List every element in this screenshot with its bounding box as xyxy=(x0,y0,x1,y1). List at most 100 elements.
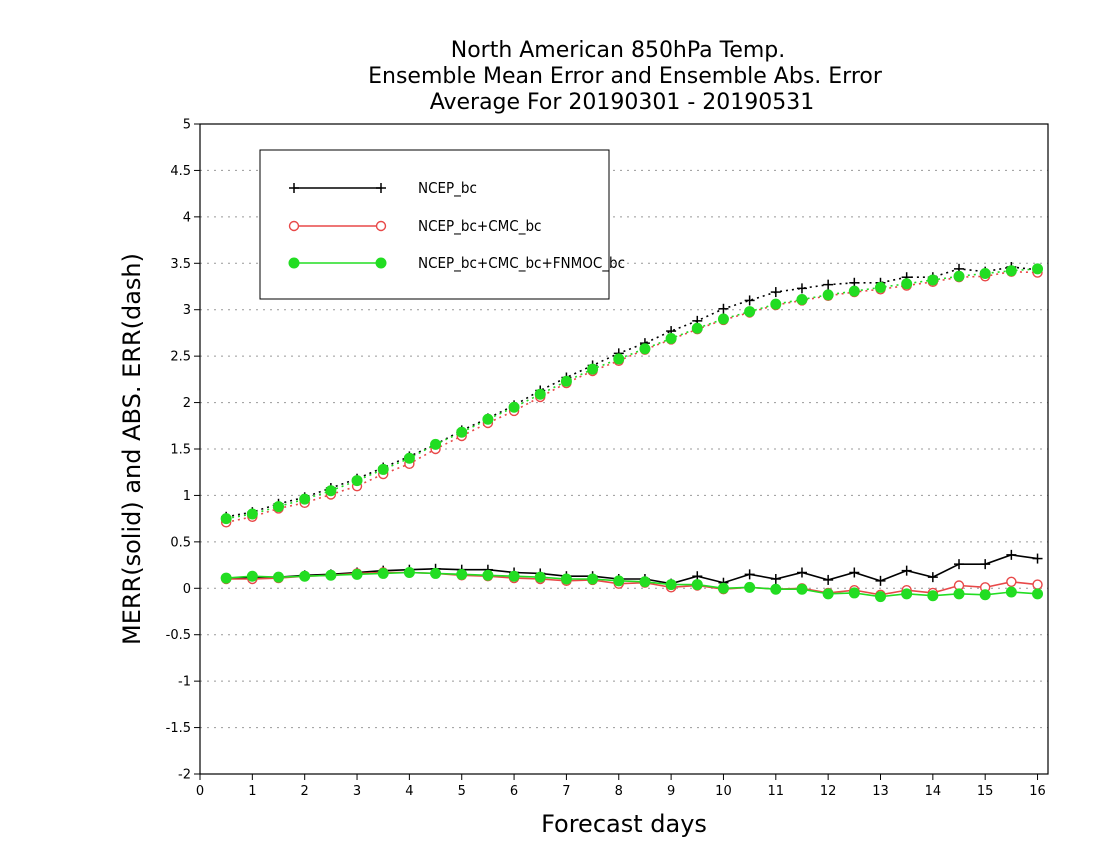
merr-point xyxy=(639,576,651,588)
x-tick-label: 13 xyxy=(872,784,889,799)
x-tick-label: 6 xyxy=(510,784,518,799)
abs-err-point xyxy=(1005,265,1017,277)
x-tick-label: 11 xyxy=(768,784,785,799)
series-ncep-bc xyxy=(221,262,1043,589)
abs-err-point xyxy=(744,306,756,318)
y-tick-label: 1 xyxy=(183,489,191,504)
y-tick-label: 2.5 xyxy=(170,350,191,365)
merr-point xyxy=(246,570,258,582)
legend-label: NCEP_bc xyxy=(418,179,477,198)
merr-point xyxy=(901,565,912,576)
legend-marker xyxy=(375,220,387,232)
merr-line xyxy=(226,571,1038,596)
merr-point xyxy=(849,567,860,578)
abs-err-point xyxy=(823,279,834,290)
chart-title-line-2: Ensemble Mean Error and Ensemble Abs. Er… xyxy=(368,64,883,89)
chart-title-line-3: Average For 20190301 - 20190531 xyxy=(430,90,815,115)
merr-point xyxy=(744,569,755,580)
merr-point xyxy=(927,590,939,602)
merr-point xyxy=(325,569,337,581)
axis-ticks: -2-1.5-1-0.500.511.522.533.544.550 1 2 3 4 5 6… xyxy=(166,118,1046,800)
legend-marker xyxy=(288,220,300,232)
merr-point xyxy=(560,573,572,585)
abs-err-point xyxy=(482,413,494,425)
merr-point xyxy=(1006,549,1017,560)
merr-point xyxy=(273,571,285,583)
abs-err-point xyxy=(848,285,860,297)
y-tick-label: 2 xyxy=(183,396,191,411)
merr-point xyxy=(220,572,232,584)
merr-point xyxy=(823,574,834,585)
plot-area xyxy=(220,262,1044,603)
merr-point xyxy=(770,583,782,595)
abs-err-point xyxy=(534,388,546,400)
merr-point xyxy=(299,570,311,582)
x-axis-label: Forecast days xyxy=(541,810,707,838)
x-tick-label: 12 xyxy=(820,784,837,799)
abs-err-point xyxy=(979,268,991,279)
legend-marker xyxy=(289,183,299,193)
merr-point xyxy=(822,588,834,600)
x-tick-label: 3 xyxy=(353,784,361,799)
x-tick-label: 15 xyxy=(977,784,994,799)
abs-err-point xyxy=(246,508,258,520)
x-tick-label: 7 xyxy=(562,784,570,799)
abs-err-point xyxy=(822,289,834,301)
merr-point xyxy=(403,567,415,578)
y-tick-label: -1 xyxy=(178,675,191,690)
merr-point xyxy=(744,581,756,593)
abs-err-point xyxy=(560,375,572,387)
abs-err-point xyxy=(299,493,311,505)
merr-point xyxy=(1032,579,1043,590)
abs-err-point xyxy=(665,333,677,344)
x-tick-label: 5 xyxy=(458,784,466,799)
merr-point xyxy=(717,582,729,594)
abs-err-point xyxy=(770,287,781,298)
merr-point xyxy=(613,575,625,587)
merr-point xyxy=(1032,553,1043,564)
abs-err-point xyxy=(587,363,599,375)
merr-point xyxy=(979,589,991,601)
x-tick-label: 16 xyxy=(1029,784,1046,799)
abs-err-point xyxy=(273,501,285,513)
x-tick-label: 2 xyxy=(301,784,309,799)
legend-marker xyxy=(288,257,300,269)
abs-err-point xyxy=(796,294,808,305)
abs-err-point xyxy=(508,401,520,413)
chart-title: North American 850hPa Temp. Ensemble Mea… xyxy=(368,38,883,115)
abs-err-point xyxy=(901,278,913,290)
merr-point xyxy=(875,575,886,586)
y-tick-label: 0.5 xyxy=(170,535,191,550)
y-tick-label: -1.5 xyxy=(166,721,191,736)
abs-err-point xyxy=(639,343,651,355)
merr-point xyxy=(770,574,781,584)
legend-item-ncep-cmc-fnmoc: NCEP_bc+CMC_bc+FNMOC_bc xyxy=(288,254,625,273)
merr-point xyxy=(482,569,494,581)
merr-point xyxy=(796,583,808,595)
abs-err-point xyxy=(1032,263,1044,275)
merr-point xyxy=(691,579,703,591)
abs-err-point xyxy=(403,452,415,464)
legend-box xyxy=(259,149,610,300)
merr-line xyxy=(226,571,1038,598)
legend-marker xyxy=(376,183,386,193)
merr-point xyxy=(901,588,913,600)
merr-point xyxy=(587,573,599,585)
merr-point xyxy=(1005,586,1017,598)
abs-err-point xyxy=(874,281,886,293)
x-tick-label: 1 xyxy=(248,784,256,799)
x-tick-label: 8 xyxy=(615,784,623,799)
abs-err-point xyxy=(351,475,363,487)
abs-err-point xyxy=(927,274,939,286)
y-axis-label: MERR(solid) and ABS. ERR(dash) xyxy=(118,253,146,645)
y-tick-label: 5 xyxy=(183,118,191,133)
merr-point xyxy=(665,579,677,591)
abs-err-point xyxy=(220,513,232,525)
y-tick-label: 4 xyxy=(183,210,191,225)
y-tick-label: 1.5 xyxy=(170,443,191,458)
merr-point xyxy=(954,559,965,570)
merr-point xyxy=(1006,576,1017,587)
abs-err-point xyxy=(718,303,729,314)
y-tick-label: -0.5 xyxy=(166,628,191,643)
